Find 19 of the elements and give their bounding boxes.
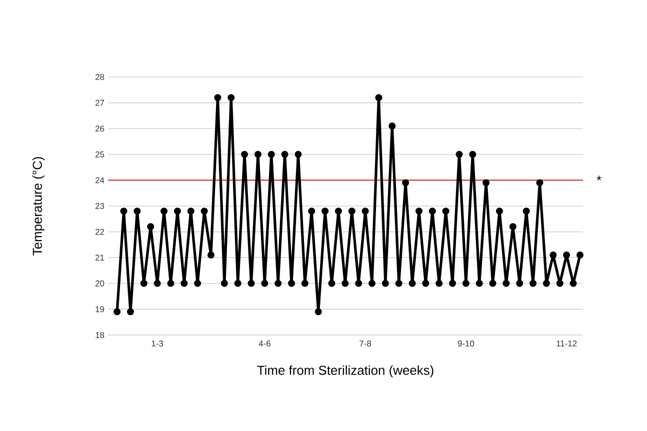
text: * — [596, 176, 602, 180]
x-tick-label: 9-10 — [458, 340, 474, 347]
x-tick-label: 11-12 — [556, 340, 577, 346]
x-tick-label: 4-6 — [258, 340, 270, 347]
y-tick-label: 28 — [95, 74, 104, 80]
y-tick-label: 18 — [96, 332, 104, 338]
y-tick-label: 24 — [95, 177, 104, 184]
y-tick-label: 23 — [95, 203, 104, 209]
y-tick-label: 27 — [95, 100, 104, 106]
x-axis-title: Time from Sterilization (weeks) — [257, 365, 434, 378]
y-tick-label: 20 — [95, 280, 104, 286]
y-tick-label: 19 — [96, 306, 104, 312]
x-tick-label: 7-8 — [360, 340, 372, 347]
y-tick-label: 22 — [95, 228, 104, 235]
y-tick-label: 25 — [95, 151, 104, 158]
y-tick-label: 26 — [95, 126, 104, 132]
y-tick-label: 21 — [95, 254, 104, 261]
y-axis-title: Temperature (°C) — [32, 157, 44, 256]
x-tick-label: 1-3 — [152, 340, 164, 347]
